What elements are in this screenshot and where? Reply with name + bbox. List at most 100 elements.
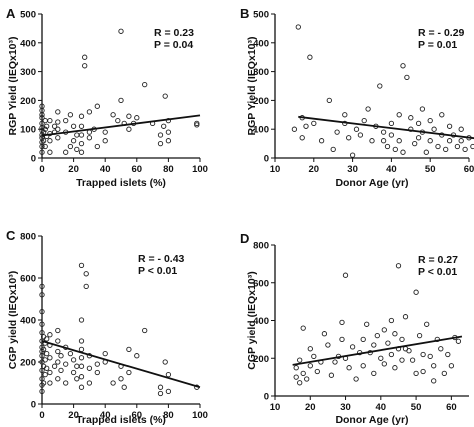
data-point: [328, 372, 335, 378]
data-point: [307, 54, 313, 60]
data-point: [70, 369, 77, 376]
data-point: [51, 123, 58, 129]
x-tick-label: 0: [39, 164, 44, 175]
data-point: [406, 348, 412, 354]
data-point: [39, 283, 45, 290]
y-tick-label: 0: [264, 154, 269, 165]
data-point: [78, 123, 85, 129]
data-point: [162, 93, 168, 99]
data-point: [142, 327, 148, 334]
data-point: [388, 351, 395, 358]
data-point: [441, 370, 447, 377]
data-point: [415, 135, 422, 141]
data-point: [42, 117, 48, 124]
data-point: [458, 126, 464, 132]
data-point: [291, 126, 298, 132]
data-point: [63, 117, 69, 124]
data-point: [357, 132, 364, 138]
data-point: [408, 115, 414, 121]
data-point: [47, 138, 53, 144]
data-point: [78, 149, 85, 155]
data-point: [94, 369, 100, 376]
y-tick-label: 0: [31, 400, 36, 411]
data-point: [82, 54, 88, 60]
data-point: [47, 369, 53, 376]
x-tick-label: 100: [192, 410, 208, 421]
data-point: [55, 135, 61, 141]
data-point: [431, 363, 437, 369]
data-point: [78, 384, 85, 390]
data-point: [314, 368, 320, 375]
data-point: [365, 106, 371, 112]
data-point: [115, 117, 121, 124]
data-point: [399, 336, 405, 343]
data-point: [299, 135, 305, 141]
p-value: P = 0.04: [154, 39, 193, 51]
y-tick-label: 600: [253, 278, 269, 289]
data-point: [423, 149, 429, 155]
data-point: [303, 123, 309, 129]
data-point: [157, 384, 164, 390]
data-point: [395, 263, 402, 269]
y-tick-label: 500: [20, 10, 36, 21]
y-axis-label: RGP Yield (IEQx10³): [246, 36, 258, 135]
data-point: [361, 117, 367, 124]
x-tick-label: 40: [100, 410, 111, 421]
data-point: [388, 317, 395, 324]
data-point: [44, 365, 50, 371]
data-point: [39, 120, 45, 127]
data-point: [427, 117, 433, 124]
regression-line: [41, 340, 201, 389]
data-point: [74, 146, 80, 153]
data-point: [74, 376, 80, 382]
p-value: P < 0.01: [138, 265, 177, 277]
data-point: [118, 97, 124, 104]
data-point: [74, 132, 80, 138]
data-point: [102, 350, 108, 357]
panel-letter: A: [6, 6, 16, 21]
p-value: P = 0.01: [418, 39, 457, 51]
data-point: [378, 355, 384, 361]
data-point: [78, 338, 85, 344]
data-point: [435, 143, 441, 150]
y-tick-label: 600: [20, 274, 36, 285]
data-point: [58, 353, 64, 359]
correlation-r: R = - 0.43: [138, 253, 185, 265]
x-tick-label: 10: [270, 164, 281, 175]
data-point: [381, 361, 387, 367]
data-point: [67, 112, 74, 118]
y-tick-label: 800: [20, 232, 36, 243]
data-point: [78, 363, 85, 369]
data-point: [420, 351, 426, 358]
y-tick-label: 100: [20, 125, 36, 136]
data-point: [318, 138, 325, 144]
data-point: [78, 355, 85, 361]
data-point: [47, 117, 53, 124]
data-point: [161, 123, 167, 129]
data-point: [40, 138, 47, 144]
data-point: [399, 357, 405, 363]
data-point: [126, 126, 132, 132]
data-point: [402, 314, 409, 320]
data-point: [121, 384, 127, 390]
y-tick-label: 500: [253, 10, 269, 21]
data-point: [371, 370, 377, 377]
data-point: [400, 63, 406, 69]
data-point: [446, 123, 453, 129]
x-axis-label: Trapped islets (%): [76, 177, 166, 189]
x-tick-label: 60: [132, 164, 143, 175]
y-axis-label: RGP Yield (IEQx10³): [7, 36, 19, 135]
y-tick-label: 300: [20, 67, 36, 78]
data-point: [44, 350, 50, 357]
data-point: [448, 363, 455, 369]
data-point: [381, 327, 387, 333]
data-point: [40, 380, 47, 386]
x-tick-label: 20: [68, 410, 79, 421]
data-point: [47, 380, 53, 386]
x-axis-label: Donor Age (yr): [335, 414, 408, 426]
panel-d: D 0 200 400 600 800 10 20 30 40 50 60 Donor Age (yr)…: [240, 231, 469, 426]
data-point: [67, 350, 74, 357]
data-point: [439, 112, 445, 118]
data-point: [431, 126, 437, 132]
data-point: [42, 126, 48, 132]
